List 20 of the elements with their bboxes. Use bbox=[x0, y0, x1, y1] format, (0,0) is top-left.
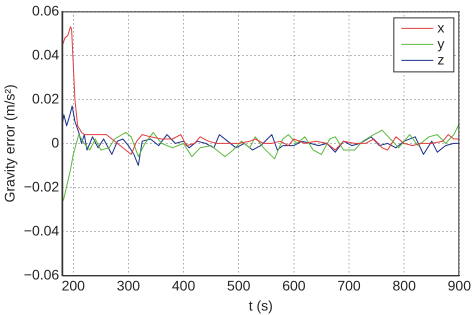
x-tick-label: 400 bbox=[172, 278, 196, 294]
x-tick-label: 700 bbox=[337, 278, 361, 294]
legend-label: x bbox=[437, 19, 444, 36]
y-tick-label: 0.04 bbox=[32, 46, 60, 62]
y-tick-label: 0 bbox=[51, 134, 60, 150]
x-tick-label: 500 bbox=[227, 278, 251, 294]
y-tick-label: 0.02 bbox=[32, 90, 60, 106]
legend-label: z bbox=[437, 51, 444, 68]
y-tick-label: −0.04 bbox=[24, 222, 60, 238]
x-tick-label: 300 bbox=[116, 278, 140, 294]
x-tick-label: 600 bbox=[282, 278, 306, 294]
y-tick-label: −0.02 bbox=[24, 178, 60, 194]
y-tick-label: 0.06 bbox=[32, 2, 60, 18]
x-tick-label: 900 bbox=[448, 278, 472, 294]
x-tick-label: 800 bbox=[392, 278, 416, 294]
y-axis-title: Gravity error (m/s²) bbox=[1, 84, 18, 203]
x-tick-label: 200 bbox=[62, 278, 86, 294]
legend-label: y bbox=[437, 35, 444, 52]
y-tick-label: −0.06 bbox=[24, 266, 60, 282]
x-axis-title: t (s) bbox=[248, 297, 273, 314]
